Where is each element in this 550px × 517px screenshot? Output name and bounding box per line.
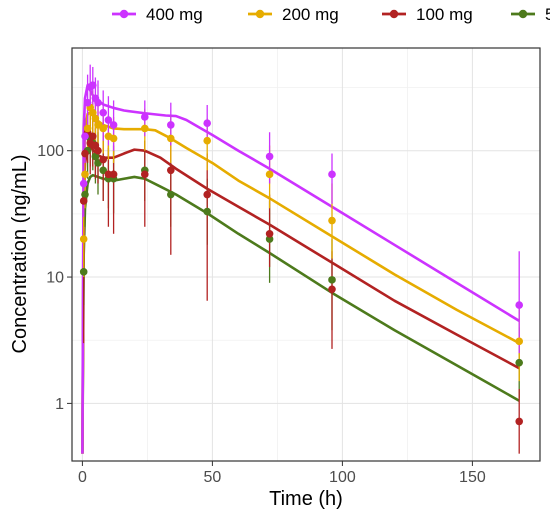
legend-item: 100 mg (382, 5, 473, 24)
data-point-400-mg (328, 170, 336, 179)
legend-key-point (119, 9, 129, 19)
model-curve-50-mg (81, 173, 520, 454)
x-tick-label: 50 (204, 469, 222, 486)
observed-points (79, 81, 523, 426)
x-tick-label: 150 (459, 469, 486, 486)
legend-key-point (518, 9, 528, 19)
data-point-100-mg (515, 417, 523, 426)
data-point-50-mg (81, 190, 89, 199)
data-point-100-mg (203, 190, 211, 199)
data-point-200-mg (81, 170, 89, 179)
data-point-50-mg (167, 190, 175, 199)
data-point-200-mg (83, 124, 92, 133)
data-point-400-mg (83, 98, 92, 107)
y-axis-title: Concentration (ng/mL) (9, 155, 31, 354)
data-point-200-mg (79, 235, 88, 243)
plot-border (71, 47, 541, 462)
data-point-400-mg (109, 121, 118, 129)
data-point-100-mg (79, 197, 88, 205)
y-tick-label: 10 (46, 270, 64, 287)
data-point-200-mg (328, 216, 336, 225)
data-point-100-mg (109, 170, 118, 179)
data-point-50-mg (79, 268, 88, 276)
y-tick-label: 100 (37, 143, 64, 160)
legend-label: 100 mg (416, 5, 473, 24)
data-point-50-mg (203, 207, 211, 216)
legend-label: 200 mg (282, 5, 339, 24)
data-point-400-mg (167, 121, 175, 129)
data-point-400-mg (203, 119, 211, 128)
legend-label: 50 mg (545, 5, 550, 24)
x-tick-label: 0 (78, 469, 87, 486)
data-point-400-mg (81, 132, 89, 141)
legend-label: 400 mg (146, 5, 203, 24)
data-point-200-mg (99, 124, 107, 133)
data-point-50-mg (265, 235, 274, 243)
data-point-200-mg (89, 108, 97, 117)
data-point-50-mg (91, 152, 100, 161)
data-point-400-mg (515, 301, 523, 309)
data-point-400-mg (79, 179, 88, 188)
legend-key-point (389, 9, 399, 19)
x-tick-label: 100 (329, 469, 356, 486)
data-point-200-mg (203, 136, 211, 145)
data-point-400-mg (94, 98, 102, 107)
data-point-100-mg (167, 166, 175, 175)
data-point-50-mg (328, 276, 336, 284)
x-axis-title: Time (h) (269, 488, 343, 510)
data-point-100-mg (81, 149, 89, 158)
data-point-100-mg (89, 132, 97, 141)
data-point-200-mg (167, 134, 175, 143)
data-point-100-mg (328, 285, 336, 294)
legend-item: 50 mg (511, 5, 550, 24)
legend-item: 200 mg (248, 5, 339, 24)
data-point-200-mg (109, 134, 118, 143)
data-point-50-mg (515, 358, 523, 367)
data-point-400-mg (265, 152, 274, 161)
data-point-200-mg (141, 124, 149, 133)
data-point-200-mg (91, 114, 100, 123)
x-axis-ticks: 0 50 100 150 (78, 461, 486, 486)
legend-key-point (255, 9, 265, 19)
legend: 400 mg 200 mg 100 mg 50 mg (112, 5, 550, 24)
data-point-100-mg (104, 170, 113, 179)
data-point-400-mg (141, 113, 149, 121)
y-tick-label: 1 (55, 396, 64, 413)
legend-item: 400 mg (112, 5, 203, 24)
data-point-400-mg (104, 116, 113, 124)
data-point-100-mg (99, 155, 107, 164)
data-point-400-mg (99, 108, 107, 117)
data-point-100-mg (141, 170, 149, 179)
data-point-200-mg (515, 337, 523, 346)
data-point-100-mg (94, 146, 102, 155)
grid (72, 48, 540, 461)
y-axis-ticks: 1 10 100 (37, 143, 72, 413)
data-point-100-mg (265, 229, 274, 238)
data-point-50-mg (99, 166, 107, 175)
data-point-400-mg (89, 81, 97, 89)
plot-panel (72, 48, 540, 461)
data-point-200-mg (265, 170, 274, 179)
